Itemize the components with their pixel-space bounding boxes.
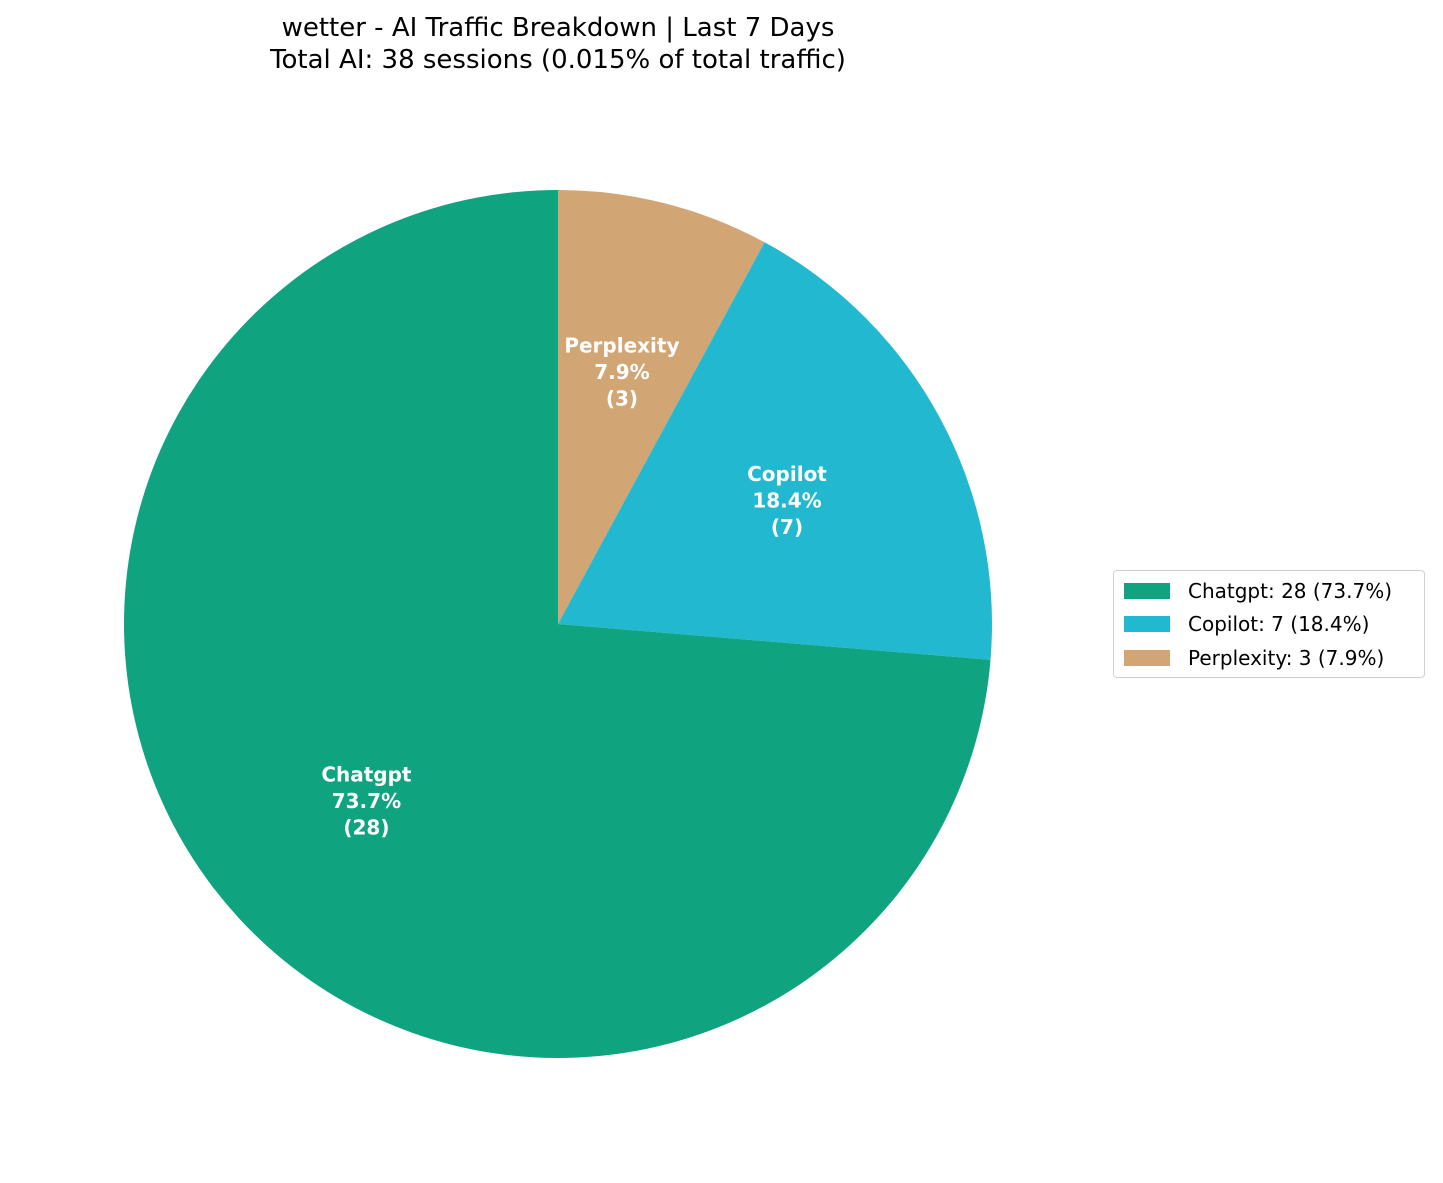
legend-label-chatgpt: Chatgpt: 28 (73.7%) (1188, 579, 1393, 603)
slice-label-perplexity: Perplexity 7.9% (3) (564, 334, 679, 411)
legend-item-copilot: Copilot: 7 (18.4%) (1124, 612, 1369, 636)
pie-slice-copilot (558, 242, 992, 660)
chart-title-line1: wetter - AI Traffic Breakdown | Last 7 D… (281, 13, 835, 43)
legend-label-copilot: Copilot: 7 (18.4%) (1188, 612, 1370, 636)
pie-slice-chatgpt (124, 190, 991, 1058)
chart-title-line2: Total AI: 38 sessions (0.015% of total t… (270, 45, 846, 75)
legend-item-chatgpt: Chatgpt: 28 (73.7%) (1124, 579, 1392, 603)
legend-swatch-chatgpt (1124, 583, 1170, 599)
slice-label-copilot: Copilot 18.4% (7) (747, 462, 827, 539)
legend-swatch-copilot (1124, 616, 1170, 632)
pie-slice-perplexity (558, 190, 765, 624)
legend: Chatgpt: 28 (73.7%) Copilot: 7 (18.4%) P… (1113, 570, 1425, 678)
slice-label-chatgpt: Chatgpt 73.7% (28) (321, 762, 412, 839)
legend-label-perplexity: Perplexity: 3 (7.9%) (1188, 646, 1385, 670)
legend-swatch-perplexity (1124, 650, 1170, 666)
legend-item-perplexity: Perplexity: 3 (7.9%) (1124, 646, 1384, 670)
chart-title: wetter - AI Traffic Breakdown | Last 7 D… (0, 12, 1116, 76)
